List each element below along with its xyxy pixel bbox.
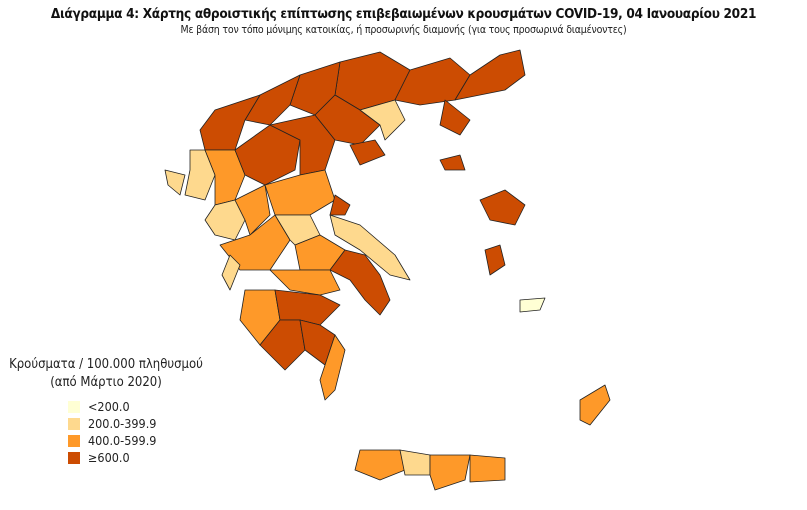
map-region: [399, 449, 431, 476]
map-region: [429, 454, 471, 491]
map-region: [579, 384, 611, 426]
map-region: [359, 99, 406, 141]
legend-label: ≥600.0: [88, 450, 130, 465]
map-region: [329, 249, 391, 316]
map-region: [354, 449, 406, 481]
legend-swatch: [68, 434, 80, 447]
map-region: [329, 194, 351, 216]
map-region: [484, 244, 506, 276]
legend-item: ≥600.0: [68, 449, 206, 466]
chart-subtitle: Με βάση τον τόπο μόνιμης κατοικίας, ή πρ…: [180, 24, 627, 36]
map-region: [221, 254, 241, 291]
map-region: [319, 334, 346, 401]
map-region: [469, 454, 506, 483]
map-region: [164, 169, 186, 196]
map-region: [234, 184, 271, 236]
legend-label: <200.0: [88, 399, 130, 414]
map-region: [519, 297, 546, 313]
legend-label: 200.0-399.9: [88, 416, 157, 431]
legend: Κρούσματα / 100.000 πληθυσμού (από Μάρτι…: [6, 356, 206, 466]
legend-label: 400.0-599.9: [88, 433, 157, 448]
map-region: [479, 189, 526, 226]
chart-title: Διάγραμμα 4: Χάρτης αθροιστικής επίπτωση…: [50, 6, 757, 22]
legend-item: <200.0: [68, 398, 206, 415]
map-region: [439, 99, 471, 136]
legend-swatch: [68, 451, 80, 464]
map-region: [269, 269, 341, 296]
map-region: [349, 139, 386, 166]
map-region: [454, 49, 526, 101]
map-region: [439, 154, 466, 171]
legend-subtitle: (από Μάρτιο 2020): [50, 375, 162, 390]
map-region: [329, 214, 411, 281]
legend-swatch: [68, 417, 80, 430]
legend-swatch: [68, 400, 80, 413]
legend-title: Κρούσματα / 100.000 πληθυσμού: [9, 357, 203, 372]
legend-item: 400.0-599.9: [68, 432, 206, 449]
legend-item: 200.0-399.9: [68, 415, 206, 432]
